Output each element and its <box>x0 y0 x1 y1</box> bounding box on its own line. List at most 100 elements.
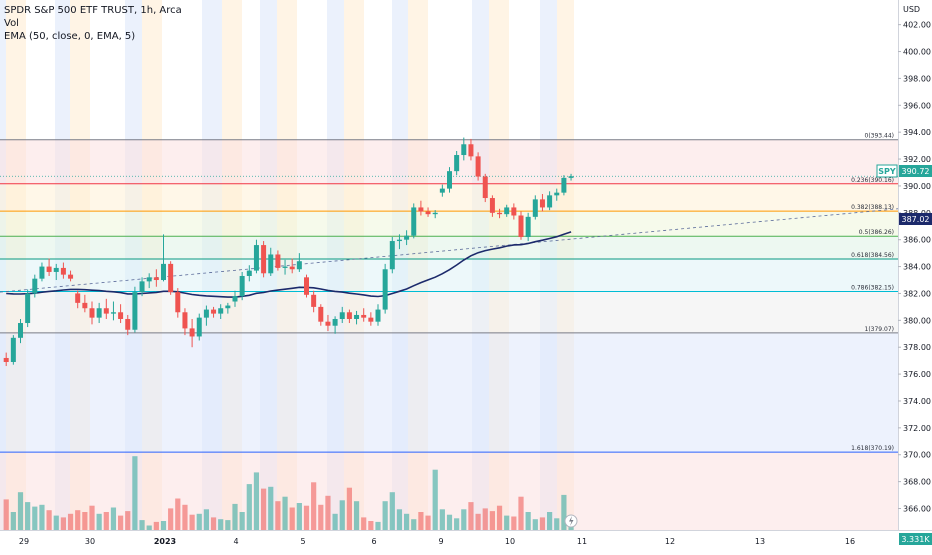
volume-bar <box>210 517 217 530</box>
volume-bar <box>332 513 338 530</box>
volume-bar <box>375 521 381 530</box>
volume-bar <box>10 512 16 530</box>
price-tick-label: 394.00 <box>903 128 931 137</box>
price-tick-label: 370.00 <box>903 451 931 460</box>
volume-value-badge-bg <box>899 533 932 545</box>
volume-bar <box>275 501 281 530</box>
candle-body <box>539 199 545 208</box>
volume-bar <box>146 525 152 530</box>
volume-bar <box>454 518 460 530</box>
candle-body <box>339 312 345 319</box>
candle-body <box>368 317 374 322</box>
price-tick-label: 390.00 <box>903 182 931 191</box>
volume-bar <box>446 514 453 530</box>
volume-bar <box>296 503 302 530</box>
volume-bar <box>225 520 231 530</box>
candle-body <box>475 156 481 177</box>
volume-bar <box>325 495 331 530</box>
candle-body <box>68 274 74 279</box>
chart-legend: SPDR S&P 500 ETF TRUST, 1h, Arca Vol EMA… <box>4 4 182 43</box>
candle-body <box>10 337 16 362</box>
volume-bar <box>75 510 81 530</box>
candle-body <box>425 211 431 215</box>
volume-bar <box>411 519 417 530</box>
candle-body <box>304 277 309 295</box>
candle-body <box>189 328 195 337</box>
volume-bar <box>82 512 88 530</box>
time-tick-label: 13 <box>755 537 765 546</box>
candle-body <box>25 293 31 324</box>
candle-body <box>396 239 402 242</box>
lightning-glyph <box>569 516 574 526</box>
volume-bar <box>311 482 317 530</box>
volume-bar <box>118 515 124 530</box>
candle-body <box>418 207 424 212</box>
volume-bar <box>425 515 431 530</box>
price-tick-label: 386.00 <box>903 236 931 245</box>
symbol-tag-bg <box>876 164 898 178</box>
ema-value-badge-bg <box>899 213 932 225</box>
candle-body <box>404 235 410 240</box>
candle-body <box>568 176 574 178</box>
candle-body <box>346 312 352 319</box>
candle-body <box>275 254 281 268</box>
volume-bar <box>32 506 38 530</box>
fib-zone <box>0 259 898 292</box>
candle-body <box>504 207 510 215</box>
candle-body <box>411 207 417 236</box>
ema-line <box>6 231 572 298</box>
candle-body <box>253 245 259 271</box>
candle-body <box>46 266 52 272</box>
volume-bar <box>103 512 109 530</box>
candle-body <box>332 318 338 326</box>
price-tick-label: 400.00 <box>903 48 931 57</box>
candle-body <box>525 216 531 238</box>
candle-body <box>3 357 9 362</box>
candle-body <box>39 266 45 279</box>
candle-body <box>325 321 331 326</box>
volume-bar <box>160 521 167 530</box>
volume-bar <box>554 518 560 530</box>
fib-level-label: 1(379.07) <box>865 326 895 333</box>
time-tick-label: 5 <box>300 537 305 546</box>
fib-zone <box>0 211 898 237</box>
symbol-legend: SPDR S&P 500 ETF TRUST, 1h, Arca <box>4 5 182 16</box>
volume-bar <box>53 515 59 530</box>
volume-bar <box>461 509 467 530</box>
candle-body <box>139 281 145 293</box>
fib-level-label: 0.786(382.15) <box>851 284 894 291</box>
volume-bar <box>203 509 209 530</box>
volume-bar <box>382 501 388 530</box>
candle-body <box>75 293 81 303</box>
candle-body <box>454 155 460 172</box>
candle-body <box>547 195 553 208</box>
candle-body <box>318 306 324 322</box>
volume-bar <box>511 516 517 530</box>
candle-body <box>161 263 166 281</box>
volume-bar <box>368 521 374 530</box>
candle-body <box>196 317 202 337</box>
candle-body <box>489 198 495 213</box>
candle-body <box>447 171 452 189</box>
candle-body <box>60 267 66 275</box>
volume-bar <box>489 511 495 530</box>
volume-bar <box>110 507 117 530</box>
time-tick-label: 9 <box>438 537 443 546</box>
candle-body <box>118 312 124 319</box>
candle-body <box>125 318 131 330</box>
volume-bar <box>303 505 310 530</box>
fib-zone <box>0 291 898 333</box>
candle-body <box>361 314 367 318</box>
price-tick-label: 374.00 <box>903 397 931 406</box>
candle-body <box>432 212 438 215</box>
volume-bar <box>139 520 145 530</box>
volume-bar <box>60 517 66 530</box>
time-tick-label: 10 <box>505 537 515 546</box>
price-tick-label: 384.00 <box>903 263 931 272</box>
volume-bar <box>175 498 181 530</box>
candle-body <box>382 269 388 310</box>
volume-bar <box>389 492 395 530</box>
price-tick-label: 372.00 <box>903 424 931 433</box>
